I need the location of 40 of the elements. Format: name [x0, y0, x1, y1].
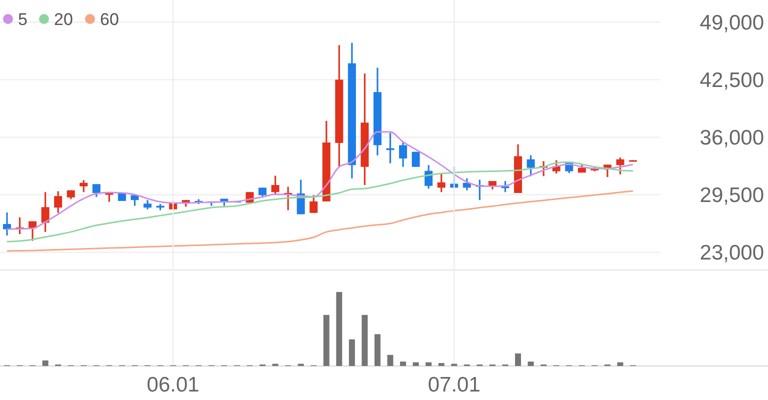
- candlestick: [399, 141, 408, 168]
- legend-label: 60: [100, 10, 119, 29]
- candlestick: [41, 191, 50, 233]
- y-tick-label: 49,000: [700, 11, 764, 34]
- y-tick-label: 23,000: [700, 242, 764, 265]
- bar: [362, 314, 368, 366]
- bar: [515, 353, 522, 366]
- candlestick: [552, 159, 560, 174]
- line-series: [6, 190, 634, 252]
- candlestick: [54, 190, 62, 214]
- x-tick-label: 06.01: [146, 373, 200, 396]
- bar: [400, 362, 406, 366]
- y-tick-label: 36,000: [700, 126, 764, 150]
- bar: [374, 334, 380, 366]
- legend-label: 20: [54, 10, 73, 29]
- bar: [617, 362, 624, 366]
- candlestick: [3, 212, 11, 236]
- candlestick: [526, 154, 535, 177]
- candlestick: [437, 172, 446, 193]
- bar: [426, 362, 432, 366]
- candlestick: [144, 199, 152, 210]
- candlestick: [80, 179, 88, 193]
- bar: [438, 363, 444, 366]
- bar: [387, 354, 394, 366]
- bar: [348, 339, 355, 366]
- candlestick: [271, 174, 280, 196]
- y-tick-label: 42,500: [700, 69, 764, 92]
- x-tick-label: 07.01: [428, 373, 480, 396]
- bar: [42, 360, 48, 366]
- candlestick: [92, 183, 100, 198]
- y-tick-label: 29,500: [700, 184, 764, 208]
- bar: [336, 292, 342, 366]
- candlestick: [310, 194, 318, 214]
- bar: [412, 362, 419, 366]
- bar: [323, 314, 330, 366]
- candlestick: [412, 151, 420, 168]
- bar: [528, 362, 534, 366]
- candlestick: [258, 186, 267, 198]
- candlestick: [616, 156, 624, 176]
- legend-label: 5: [18, 10, 28, 29]
